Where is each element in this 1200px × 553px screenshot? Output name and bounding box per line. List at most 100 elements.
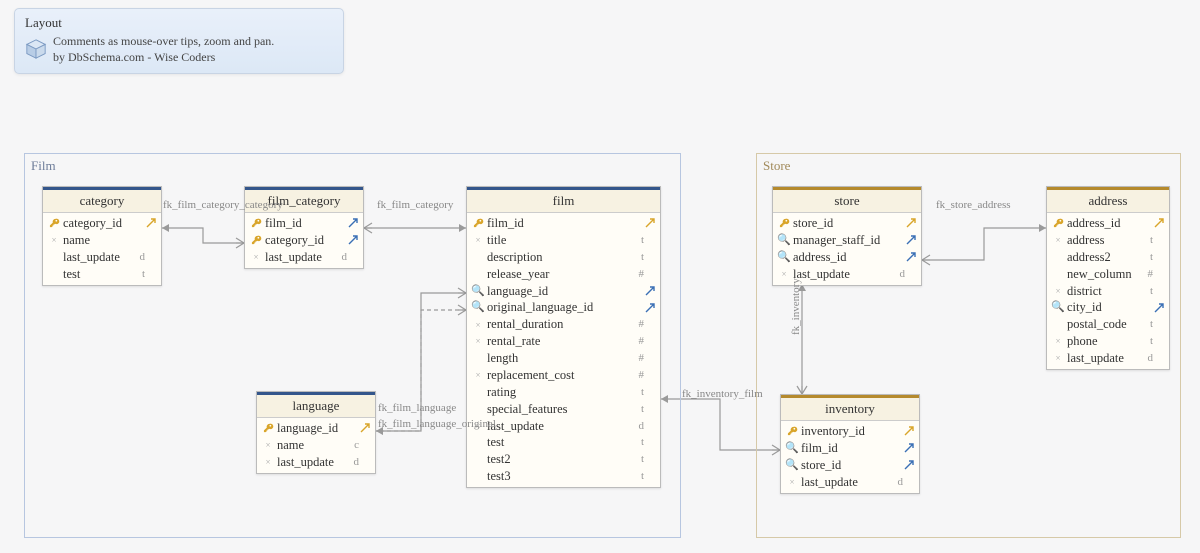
table-film[interactable]: film film_id×titletdescriptiontrelease_ye… — [466, 186, 661, 488]
table-language[interactable]: languagelanguage_id×namec×last_updated — [256, 391, 376, 474]
column-row[interactable]: category_id — [249, 232, 359, 249]
table-body: inventory_id🔍film_id🔍store_id×last_updat… — [781, 421, 919, 493]
column-type: t — [1141, 317, 1153, 332]
fk-label: fk_film_language — [378, 402, 456, 414]
magnify-icon: 🔍 — [1051, 300, 1065, 315]
column-name: test2 — [485, 451, 632, 468]
column-row[interactable]: ×last_updated — [471, 418, 656, 435]
column-row[interactable]: 🔍address_id — [777, 249, 917, 266]
column-row[interactable]: test2t — [471, 451, 656, 468]
column-row[interactable]: ×rental_duration# — [471, 316, 656, 333]
column-type: # — [632, 368, 644, 383]
column-name: film_id — [263, 215, 335, 232]
column-name: test — [485, 434, 632, 451]
column-row[interactable]: ×name — [47, 232, 157, 249]
column-row[interactable]: address2t — [1051, 249, 1165, 266]
column-row[interactable]: ratingt — [471, 384, 656, 401]
magnify-icon: 🔍 — [471, 300, 485, 315]
column-row[interactable]: testt — [471, 434, 656, 451]
column-type: d — [632, 419, 644, 434]
table-header[interactable]: inventory — [781, 395, 919, 421]
arrow-icon — [905, 218, 917, 228]
column-name: last_update — [263, 249, 335, 266]
column-name: address2 — [1065, 249, 1141, 266]
table-header[interactable]: address — [1047, 187, 1169, 213]
fk-label: fk_film_category_category — [163, 199, 283, 211]
table-address[interactable]: addressaddress_id×addresstaddress2tnew_c… — [1046, 186, 1170, 370]
required-icon: × — [777, 268, 791, 280]
column-row[interactable]: film_id — [471, 215, 656, 232]
column-row[interactable]: ×rental_rate# — [471, 333, 656, 350]
required-icon: × — [47, 234, 61, 246]
column-row[interactable]: ×last_updated — [249, 249, 359, 266]
table-body: category_id×namelast_updatedtestt — [43, 213, 161, 285]
column-row[interactable]: length# — [471, 350, 656, 367]
column-row[interactable]: 🔍manager_staff_id — [777, 232, 917, 249]
column-row[interactable]: special_featurest — [471, 401, 656, 418]
column-row[interactable]: postal_codet — [1051, 316, 1165, 333]
group-title: Store — [763, 158, 790, 174]
column-row[interactable]: ×phonet — [1051, 333, 1165, 350]
column-row[interactable]: language_id — [261, 420, 371, 437]
column-row[interactable]: store_id — [777, 215, 917, 232]
table-header[interactable]: film — [467, 187, 660, 213]
column-type: # — [632, 267, 644, 282]
table-header[interactable]: store — [773, 187, 921, 213]
column-row[interactable]: address_id — [1051, 215, 1165, 232]
info-text: Comments as mouse-over tips, zoom and pa… — [53, 33, 274, 65]
key-icon — [471, 218, 485, 229]
key-icon — [47, 218, 61, 229]
fk-label: fk_film_language_original — [378, 418, 496, 430]
column-row[interactable]: ×last_updated — [261, 454, 371, 471]
column-type: t — [632, 385, 644, 400]
column-row[interactable]: 🔍store_id — [785, 457, 915, 474]
column-row[interactable]: ×last_updated — [1051, 350, 1165, 367]
column-row[interactable]: testt — [47, 266, 157, 283]
column-type: d — [335, 250, 347, 265]
table-category[interactable]: categorycategory_id×namelast_updatedtest… — [42, 186, 162, 286]
column-row[interactable]: 🔍film_id — [785, 440, 915, 457]
column-name: category_id — [263, 232, 335, 249]
key-icon — [1051, 218, 1065, 229]
column-row[interactable]: 🔍original_language_id — [471, 299, 656, 316]
column-row[interactable]: ×replacement_cost# — [471, 367, 656, 384]
column-row[interactable]: ×titlet — [471, 232, 656, 249]
column-name: name — [275, 437, 347, 454]
column-row[interactable]: 🔍city_id — [1051, 299, 1165, 316]
required-icon: × — [471, 369, 485, 381]
column-type: t — [632, 452, 644, 467]
arrow-icon — [644, 286, 656, 296]
column-row[interactable]: 🔍language_id — [471, 283, 656, 300]
column-row[interactable]: ×namec — [261, 437, 371, 454]
column-type: t — [632, 402, 644, 417]
key-icon — [785, 426, 799, 437]
info-panel: Layout Comments as mouse-over tips, zoom… — [14, 8, 344, 74]
column-row[interactable]: category_id — [47, 215, 157, 232]
required-icon: × — [261, 456, 275, 468]
arrow-icon — [905, 235, 917, 245]
column-row[interactable]: ×addresst — [1051, 232, 1165, 249]
column-row[interactable]: ×districtt — [1051, 283, 1165, 300]
table-body: film_idcategory_id×last_updated — [245, 213, 363, 268]
column-row[interactable]: release_year# — [471, 266, 656, 283]
table-store[interactable]: store store_id🔍manager_staff_id🔍address_i… — [772, 186, 922, 286]
column-row[interactable]: test3t — [471, 468, 656, 485]
column-name: rental_duration — [485, 316, 632, 333]
column-row[interactable]: film_id — [249, 215, 359, 232]
arrow-icon — [903, 426, 915, 436]
column-row[interactable]: new_column# — [1051, 266, 1165, 283]
table-body: language_id×namec×last_updated — [257, 418, 375, 473]
arrow-icon — [347, 218, 359, 228]
table-header[interactable]: category — [43, 187, 161, 213]
table-inventory[interactable]: inventoryinventory_id🔍film_id🔍store_id×l… — [780, 394, 920, 494]
column-row[interactable]: inventory_id — [785, 423, 915, 440]
column-name: test — [61, 266, 133, 283]
required-icon: × — [471, 234, 485, 246]
column-row[interactable]: descriptiont — [471, 249, 656, 266]
table-header[interactable]: language — [257, 392, 375, 418]
column-type: d — [891, 475, 903, 490]
column-row[interactable]: last_updated — [47, 249, 157, 266]
required-icon: × — [471, 335, 485, 347]
column-row[interactable]: ×last_updated — [785, 474, 915, 491]
column-type: t — [1141, 284, 1153, 299]
